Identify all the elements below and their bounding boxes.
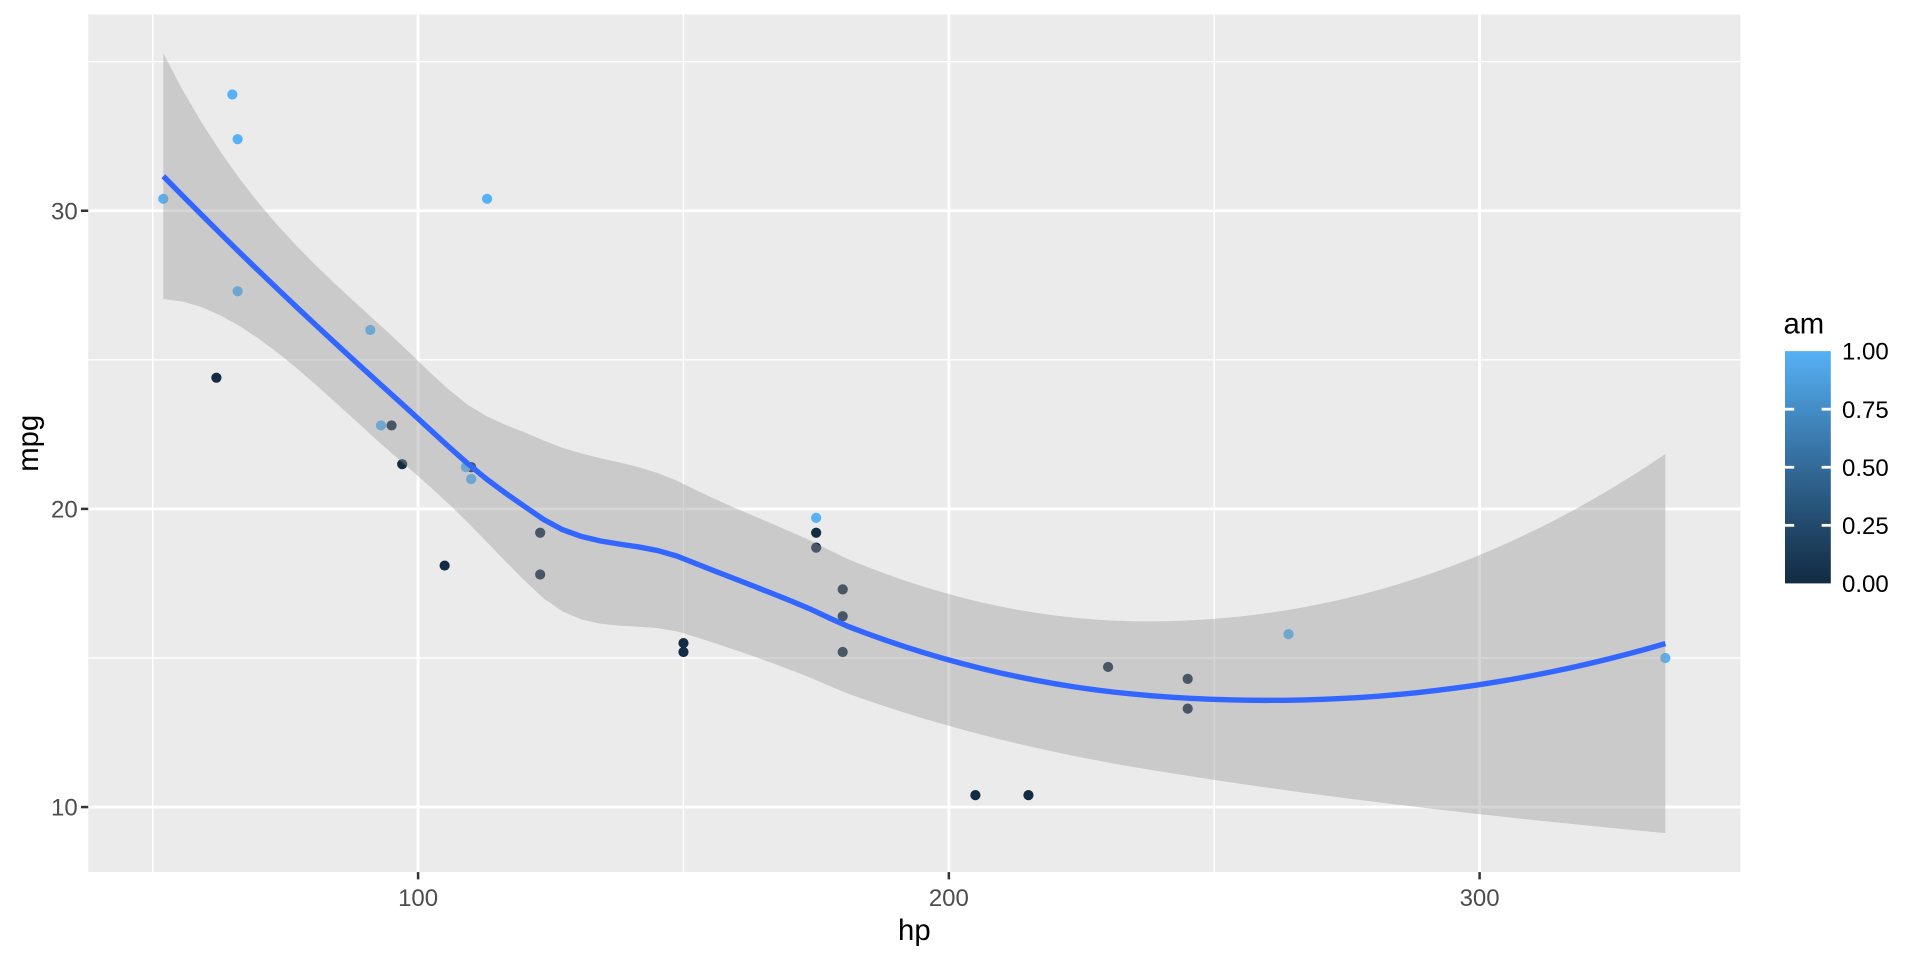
svg-text:20: 20 [51, 497, 78, 524]
svg-text:200: 200 [929, 885, 969, 912]
svg-text:300: 300 [1460, 885, 1500, 912]
svg-text:0.75: 0.75 [1842, 397, 1889, 424]
svg-text:hp: hp [898, 914, 931, 947]
svg-text:100: 100 [398, 885, 438, 912]
svg-text:0.00: 0.00 [1842, 571, 1889, 598]
svg-text:30: 30 [51, 198, 78, 225]
svg-text:am: am [1784, 307, 1825, 340]
svg-text:mpg: mpg [12, 415, 45, 472]
svg-text:0.50: 0.50 [1842, 455, 1889, 482]
svg-text:10: 10 [51, 795, 78, 822]
svg-text:0.25: 0.25 [1842, 513, 1889, 540]
svg-text:1.00: 1.00 [1842, 339, 1889, 366]
